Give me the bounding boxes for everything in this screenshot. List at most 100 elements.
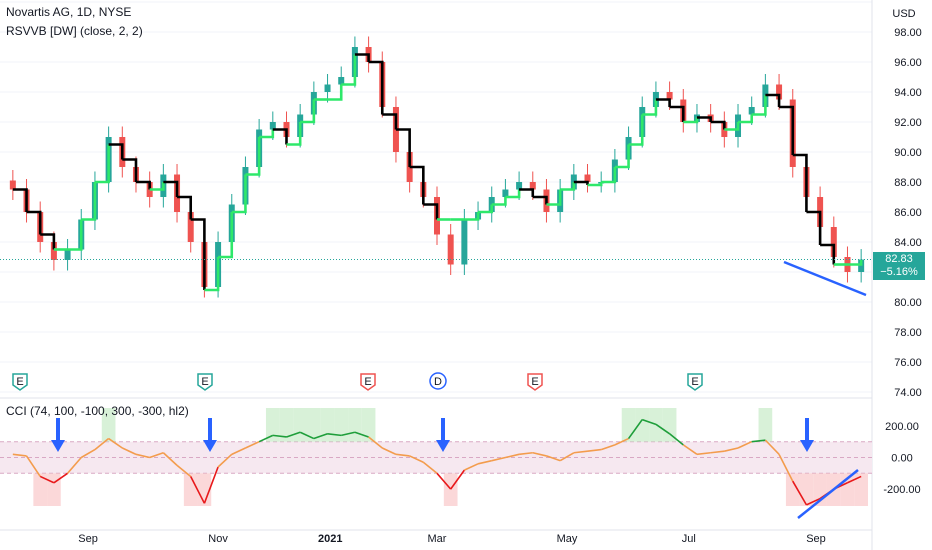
arrow-head-icon: [203, 440, 217, 452]
cci-overbought-zone: [320, 408, 335, 442]
candle-body: [9, 180, 16, 190]
rsvvb-trail-segment: [341, 54, 357, 86]
last-price-change: −5.16%: [880, 266, 918, 278]
rsvvb-trail-segment: [519, 188, 535, 197]
cci-line-segment: [710, 450, 725, 454]
rsvvb-trail-segment: [259, 129, 275, 139]
rsvvb-trail-segment: [368, 60, 384, 115]
rsvvb-trail-segment: [505, 189, 521, 199]
price-tick-label: 74.00: [894, 387, 922, 399]
candle-body: [584, 174, 591, 182]
time-tick-label: Sep: [78, 533, 98, 545]
rsvvb-trail-segment: [696, 116, 712, 122]
cci-line-segment: [313, 433, 328, 440]
cci-line-segment: [627, 419, 643, 440]
price-tick-label: 96.00: [894, 57, 922, 69]
time-tick-label: Jul: [682, 533, 696, 545]
price-tick-label: 84.00: [894, 237, 922, 249]
cci-line-segment: [696, 451, 711, 456]
cci-overbought-zone: [293, 408, 308, 442]
cci-line-segment: [121, 447, 137, 456]
rsvvb-trail-segment: [122, 158, 138, 182]
cci-line-segment: [532, 451, 547, 457]
rsvvb-trail-segment: [751, 95, 767, 116]
price-tick-label: 92.00: [894, 117, 922, 129]
candle-body: [748, 107, 755, 115]
cci-legend: CCI (74, 100, -100, 300, -300, hl2): [6, 404, 189, 418]
cci-line-segment: [764, 439, 780, 455]
earnings-badge-icon: [360, 373, 376, 391]
last-price-label[interactable]: 82.83 −5.16%: [873, 252, 925, 280]
rsvvb-trail-segment: [382, 113, 398, 130]
rsvvb-trail-segment: [683, 117, 699, 124]
rsvvb-trail-segment: [286, 122, 302, 146]
cci-line-segment: [25, 455, 41, 477]
cci-trendline: [797, 469, 859, 519]
rsvvb-trail-segment: [135, 180, 151, 190]
cci-overbought-zone: [307, 408, 321, 442]
price-tick-label: 88.00: [894, 177, 922, 189]
cci-line-segment: [299, 431, 315, 440]
time-tick-label: May: [557, 533, 578, 545]
time-tick-label: Sep: [806, 533, 826, 545]
event-marker-earnings-future: E: [360, 373, 376, 391]
candle-body: [776, 84, 783, 100]
candle-body: [666, 92, 673, 100]
rsvvb-trail-segment: [409, 165, 425, 205]
event-marker-label: E: [531, 376, 538, 388]
candle-body: [64, 249, 71, 260]
event-marker-earnings: E: [197, 373, 213, 391]
cci-oversold-zone: [47, 473, 61, 506]
rsvvb-trail-segment: [395, 128, 411, 167]
rsvvb-trail-segment: [272, 128, 288, 145]
time-tick-label: 2021: [318, 533, 342, 545]
cci-line-segment: [39, 475, 55, 484]
dividend-badge-icon: [429, 372, 447, 390]
event-marker-label: E: [201, 376, 208, 388]
cci-line-segment: [381, 447, 397, 456]
cci-oversold-zone: [799, 473, 814, 506]
price-tick-label: 76.00: [894, 357, 922, 369]
event-marker-earnings: E: [687, 373, 703, 391]
rsvvb-trail-segment: [12, 188, 28, 212]
currency-label: USD: [892, 8, 915, 20]
cci-line-segment: [682, 444, 698, 455]
cci-overbought-zone: [621, 408, 636, 442]
cci-line-segment: [341, 431, 356, 437]
rsvvb-trail-segment: [847, 260, 863, 266]
rsvvb-trail-segment: [724, 122, 740, 131]
cci-oversold-zone: [854, 473, 868, 506]
rsvvb-trail-segment: [67, 219, 83, 251]
rsvvb-trail-segment: [177, 195, 193, 220]
cci-line-segment: [464, 463, 479, 471]
cci-line-segment: [245, 440, 260, 449]
rsvvb-trail-segment: [628, 114, 644, 146]
cci-line-segment: [669, 433, 684, 446]
price-tick-label: 86.00: [894, 207, 922, 219]
cci-overbought-zone: [758, 408, 773, 442]
price-tick-label: 94.00: [894, 87, 922, 99]
event-marker-dividend: D: [429, 372, 447, 390]
cci-line-segment: [477, 459, 492, 465]
cci-tick-label: 0.00: [891, 453, 912, 465]
cci-line-segment: [436, 472, 452, 490]
cci-overbought-zone: [348, 408, 362, 442]
candle-body: [529, 182, 536, 190]
cci-overbought-zone: [334, 408, 349, 442]
cci-line-segment: [641, 418, 657, 426]
cci-line-segment: [217, 453, 233, 468]
cci-line-segment: [231, 447, 246, 456]
rsvvb-trail-segment: [218, 212, 234, 259]
cci-line-segment: [327, 433, 342, 437]
rsvvb-trail-segment: [245, 137, 261, 176]
price-tick-label: 90.00: [894, 147, 922, 159]
cci-line-segment: [395, 453, 410, 457]
cci-line-segment: [135, 453, 150, 459]
cci-line-segment: [778, 453, 794, 482]
rsvvb-trail-segment: [163, 180, 179, 197]
cci-oversold-zone: [785, 473, 800, 506]
cci-line-segment: [53, 472, 69, 484]
cci-line-segment: [176, 464, 192, 478]
cci-line-segment: [546, 455, 561, 462]
rsvvb-trail-segment: [532, 195, 548, 205]
